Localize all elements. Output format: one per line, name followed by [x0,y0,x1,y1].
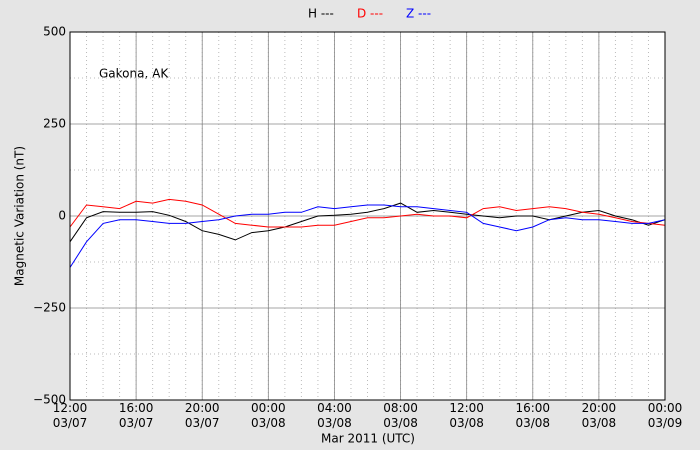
x-tick-label: 16:00 03/07 [118,401,154,430]
y-axis-label: Magnetic Variation (nT) [13,146,27,286]
y-tick-label: 0 [58,209,66,223]
x-tick-label: 20:00 03/07 [184,401,220,430]
x-tick-label: 12:00 03/07 [52,401,88,430]
line-series [69,204,666,268]
x-tick-label: 00:00 03/09 [647,401,683,430]
x-tick-label: 08:00 03/08 [383,401,418,430]
y-tick-label: −250 [33,301,66,315]
y-tick-label: 500 [43,25,66,39]
legend-entry: D --- [357,7,383,21]
legend-entry: Z --- [406,7,431,21]
line-series [69,202,666,243]
y-tick-label: 250 [43,117,66,131]
x-tick-label: 00:00 03/08 [251,401,286,430]
line-series [69,198,666,228]
x-tick-label: 04:00 03/08 [317,401,352,430]
annotation: Gakona, AK [99,67,169,81]
legend-entry: H --- [308,7,334,21]
x-axis-label: Mar 2011 (UTC) [321,432,415,446]
y-tick-label: −500 [33,393,66,407]
plot-border [69,31,666,401]
x-tick-label: 16:00 03/08 [515,401,551,430]
x-tick-label: 12:00 03/08 [449,401,484,430]
x-tick-label: 20:00 03/08 [581,401,617,430]
